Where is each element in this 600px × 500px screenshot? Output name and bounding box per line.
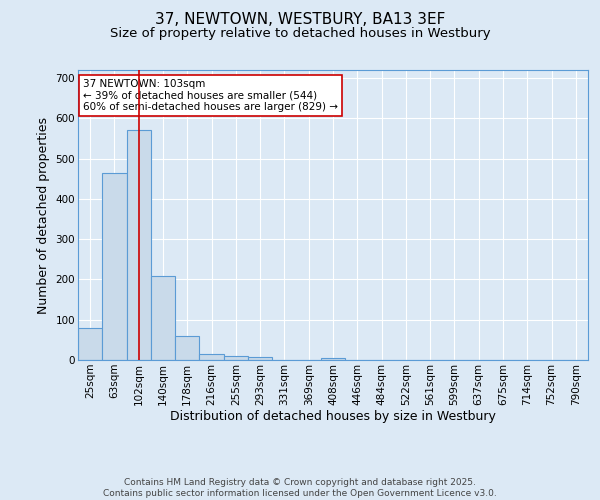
Bar: [224, 356, 248, 360]
Bar: [199, 354, 224, 360]
X-axis label: Distribution of detached houses by size in Westbury: Distribution of detached houses by size …: [170, 410, 496, 424]
Bar: [175, 336, 199, 360]
Bar: [102, 172, 127, 360]
Y-axis label: Number of detached properties: Number of detached properties: [37, 116, 50, 314]
Bar: [321, 358, 345, 360]
Text: 37, NEWTOWN, WESTBURY, BA13 3EF: 37, NEWTOWN, WESTBURY, BA13 3EF: [155, 12, 445, 28]
Text: Size of property relative to detached houses in Westbury: Size of property relative to detached ho…: [110, 28, 490, 40]
Bar: [151, 276, 175, 360]
Text: 37 NEWTOWN: 103sqm
← 39% of detached houses are smaller (544)
60% of semi-detach: 37 NEWTOWN: 103sqm ← 39% of detached hou…: [83, 78, 338, 112]
Bar: [78, 328, 102, 360]
Text: Contains HM Land Registry data © Crown copyright and database right 2025.
Contai: Contains HM Land Registry data © Crown c…: [103, 478, 497, 498]
Bar: [248, 357, 272, 360]
Bar: [127, 130, 151, 360]
